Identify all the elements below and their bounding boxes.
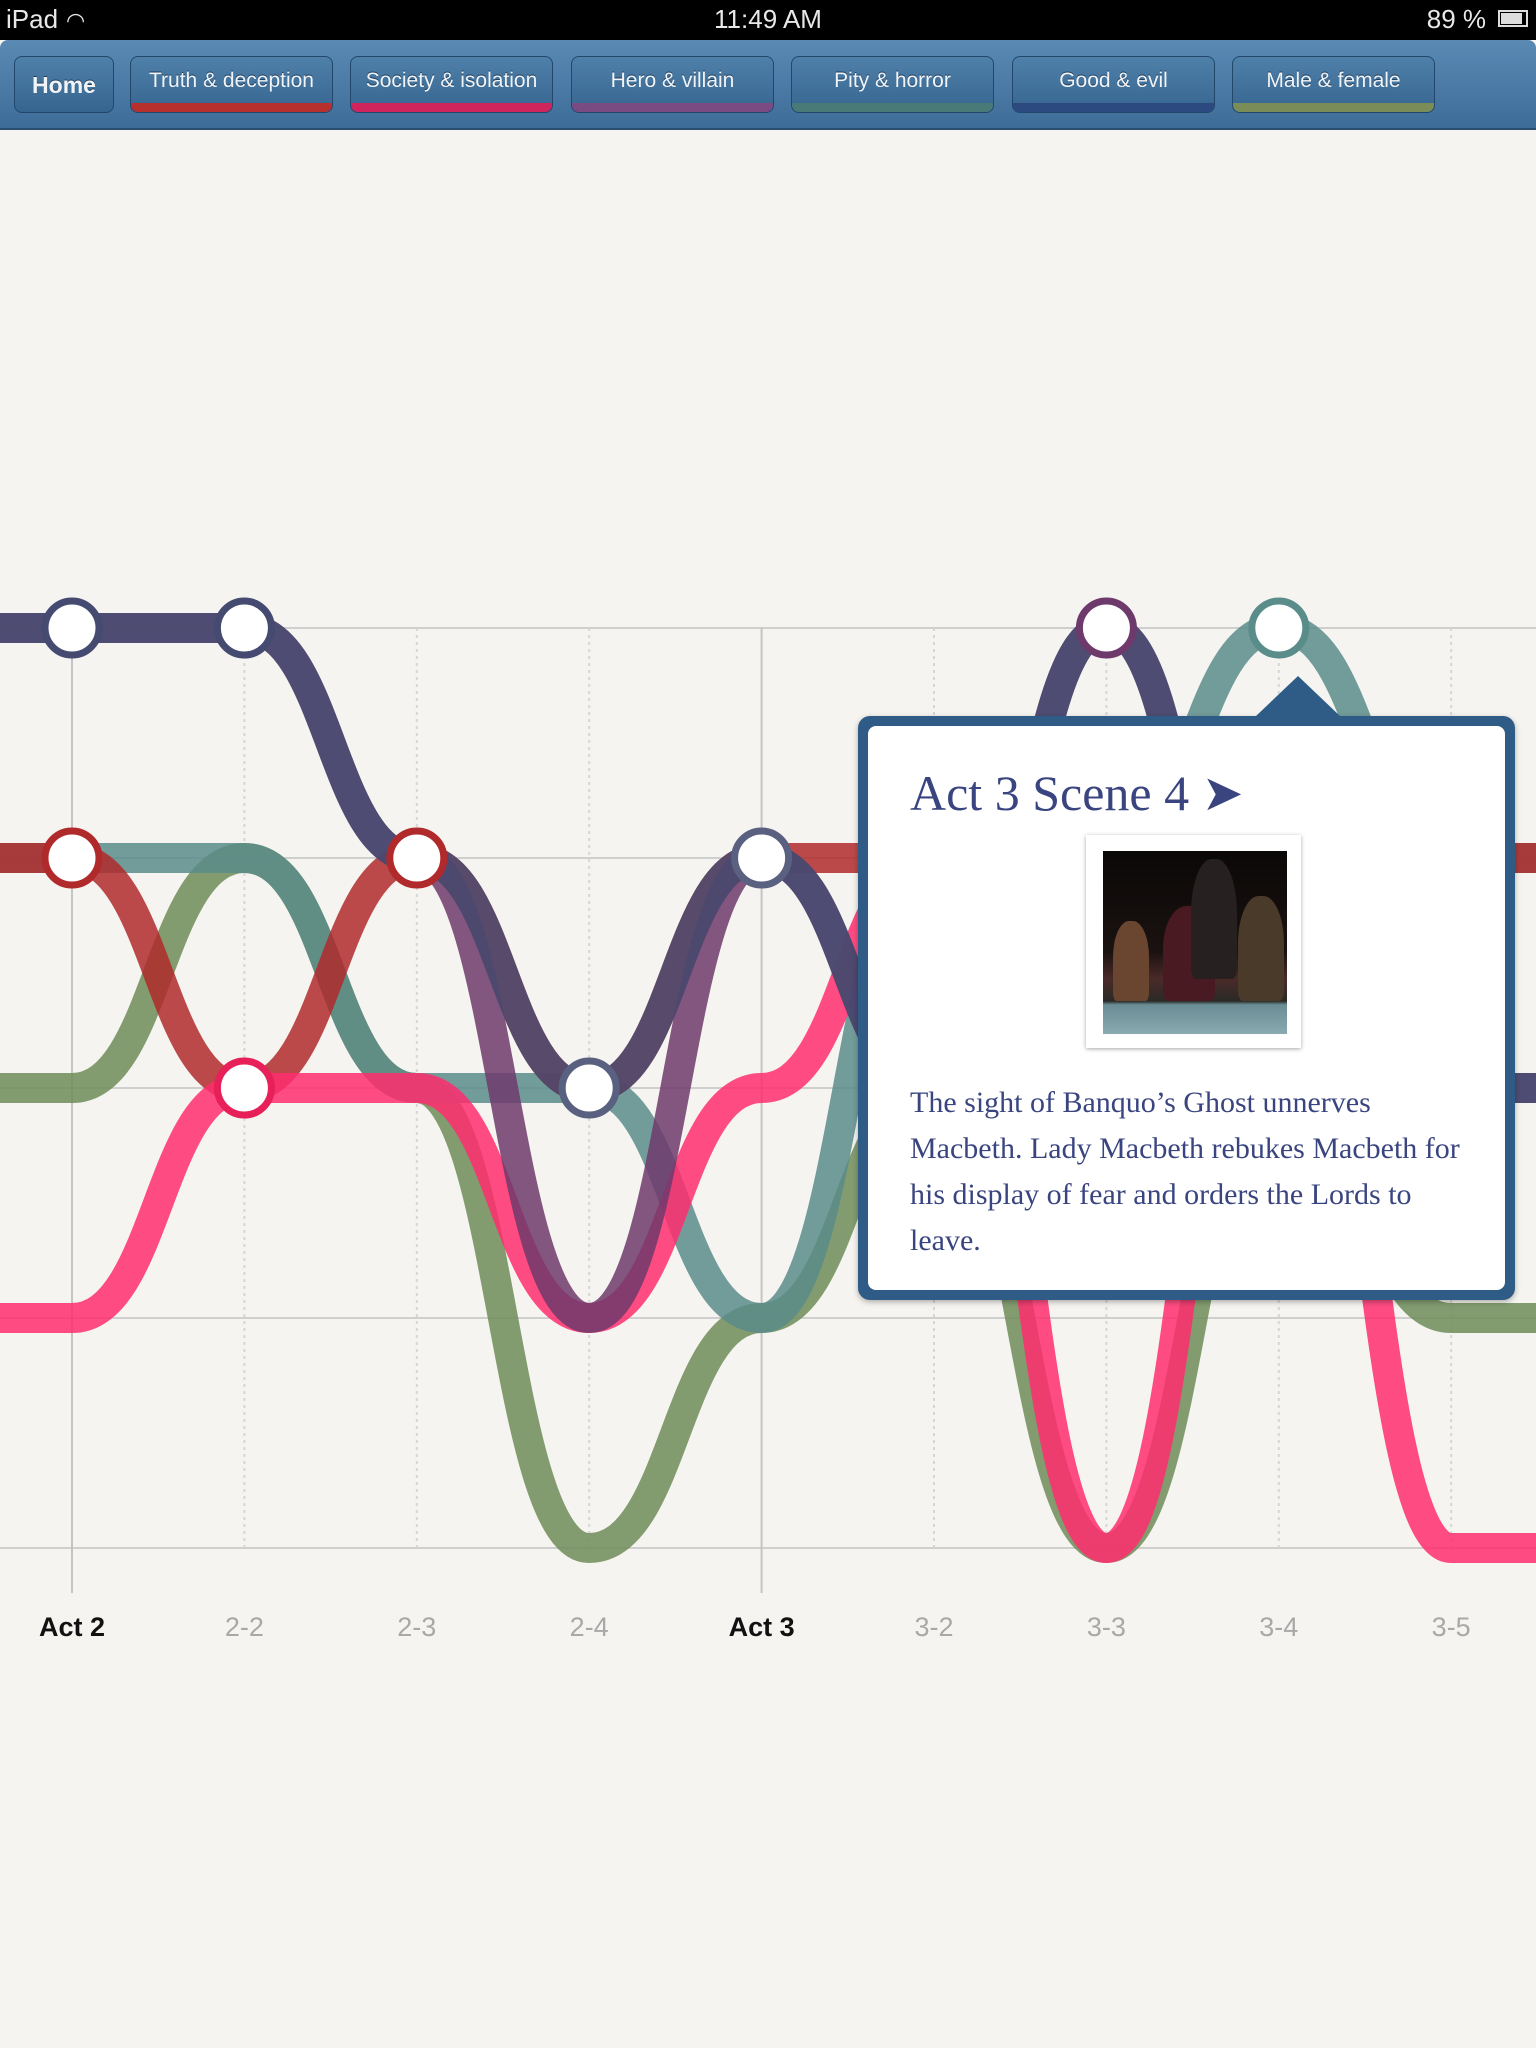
theme-button-label: Good & evil (1059, 69, 1168, 92)
device-name: iPad (6, 4, 59, 34)
x-axis-label: 2-4 (570, 1612, 609, 1642)
data-point-node[interactable] (1075, 597, 1137, 659)
theme-button-truth-deception[interactable]: Truth & deception (130, 56, 333, 113)
data-point-node[interactable] (731, 827, 793, 889)
scene-description: The sight of Banquo’s Ghost unnerves Mac… (910, 1086, 1460, 1257)
data-point-node[interactable] (386, 827, 448, 889)
theme-nav-bar: Home Truth & deception Society & isolatio… (0, 40, 1536, 130)
arrow-right-icon: ➤ (1201, 765, 1244, 821)
theme-button-label: Hero & villain (610, 69, 735, 92)
data-point-node[interactable] (558, 1057, 620, 1119)
theme-button-label: Truth & deception (149, 69, 314, 92)
theme-color-bar (792, 103, 993, 112)
popup-pointer (1256, 676, 1340, 716)
battery-percent: 89 % (1426, 4, 1486, 34)
x-axis-label: 3-4 (1259, 1612, 1298, 1642)
battery-icon (1498, 10, 1528, 27)
scene-photo[interactable] (1086, 835, 1301, 1048)
theme-button-society-isolation[interactable]: Society & isolation (350, 56, 553, 113)
theme-button-label: Male & female (1266, 69, 1401, 92)
wifi-icon: ◠ (66, 8, 86, 33)
x-axis-label: 3-2 (914, 1612, 953, 1642)
clock: 11:49 AM (714, 4, 822, 34)
theme-button-pity-horror[interactable]: Pity & horror (791, 56, 994, 113)
scene-title-link[interactable]: Act 3 Scene 4 ➤ (910, 765, 1244, 821)
x-axis-label: 3-5 (1432, 1612, 1471, 1642)
theme-button-hero-villain[interactable]: Hero & villain (571, 56, 774, 113)
theme-button-good-evil[interactable]: Good & evil (1012, 56, 1215, 113)
scene-photo-image (1103, 851, 1287, 1034)
status-bar: iPad ◠ 11:49 AM 89 % (0, 0, 1536, 40)
theme-color-bar (131, 103, 332, 112)
x-axis-label: 3-3 (1087, 1612, 1126, 1642)
data-point-node[interactable] (41, 597, 103, 659)
data-point-node[interactable] (1248, 597, 1310, 659)
x-axis-label: Act 2 (39, 1612, 105, 1642)
home-button[interactable]: Home (14, 56, 114, 113)
theme-button-label: Pity & horror (834, 69, 951, 92)
x-axis-label: Act 3 (729, 1612, 795, 1642)
theme-color-bar (1013, 103, 1214, 112)
x-axis-label: 2-3 (397, 1612, 436, 1642)
theme-button-male-female[interactable]: Male & female (1232, 56, 1435, 113)
x-axis-label: 2-2 (225, 1612, 264, 1642)
theme-color-bar (572, 103, 773, 112)
theme-color-bar (1233, 103, 1434, 112)
theme-button-label: Society & isolation (365, 69, 538, 92)
scene-popup: Act 3 Scene 4 ➤ The sight of Banquo’s Gh… (858, 676, 1515, 1300)
data-point-node[interactable] (41, 827, 103, 889)
theme-color-bar (351, 103, 552, 112)
data-point-node[interactable] (213, 597, 275, 659)
data-point-node[interactable] (213, 1057, 275, 1119)
